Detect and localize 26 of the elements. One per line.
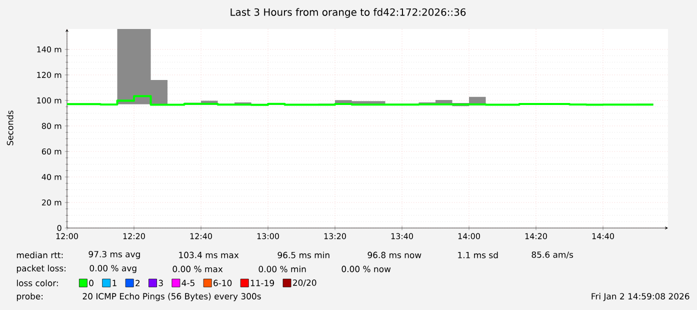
text: probe:	[16, 292, 43, 302]
text: 97.3 ms avg	[88, 250, 140, 260]
legend-label: 4-5	[182, 280, 194, 286]
legend-label: 2	[136, 280, 140, 286]
text: 96.5 ms min	[278, 252, 330, 258]
legend-title: loss color:	[16, 280, 58, 286]
text: packet loss:	[16, 264, 66, 274]
text: 20 ICMP Echo Pings (56 Bytes) every 300s	[82, 292, 261, 302]
chart-title: Last 3 Hours from orange to fd42:172:2026::36	[230, 8, 466, 18]
text: 96.8 ms now	[368, 252, 422, 258]
legend-label: 20/20	[293, 279, 316, 287]
text: 0.00 % avg	[90, 264, 136, 274]
legend-label: 3	[158, 280, 163, 286]
text: 0.00 % max	[172, 266, 223, 272]
text: median rtt:	[16, 252, 63, 258]
legend-label: 11-19	[250, 280, 274, 286]
text: 103.4 ms max	[179, 252, 239, 258]
text: Fri Jan 2 14:59:08 2026	[592, 292, 690, 302]
text: 1.1 ms sd	[458, 252, 498, 258]
y-axis-title: Seconds	[6, 110, 14, 146]
text: 0.00 % now	[342, 266, 391, 272]
legend-label: 6-10	[214, 280, 232, 286]
legend-label: 1	[112, 280, 116, 286]
text: 0.00 % min	[258, 266, 306, 272]
legend-label: 0	[89, 280, 94, 286]
text: 85.6 am/s	[532, 251, 574, 259]
